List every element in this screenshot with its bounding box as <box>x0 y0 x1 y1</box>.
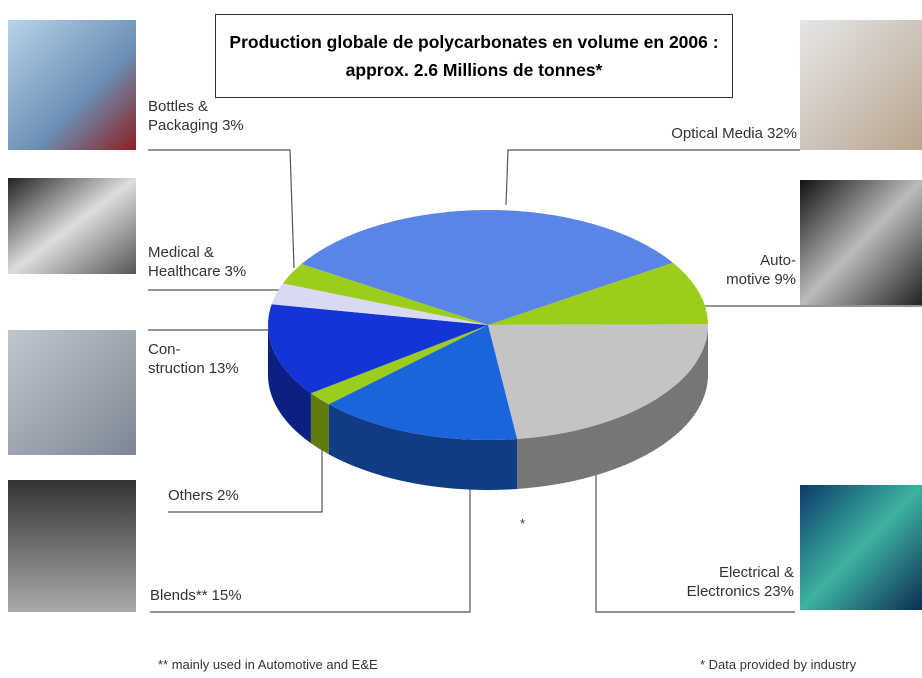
value-label: 3% <box>225 263 247 280</box>
photo <box>8 20 136 150</box>
value-label: 3% <box>222 117 244 134</box>
slice-label: Blends**15% <box>150 586 242 605</box>
pie <box>268 210 708 490</box>
category-label: Bottles & Packaging <box>148 98 218 134</box>
photo <box>800 485 922 610</box>
category-label: Medical & Healthcare <box>148 244 221 280</box>
annotation: * <box>520 516 525 531</box>
photo <box>8 330 136 455</box>
value-label: 2% <box>217 487 239 504</box>
photo <box>800 20 922 150</box>
chart-title: Production globale de polycarbonates en … <box>215 14 733 98</box>
page: Production globale de polycarbonates en … <box>0 0 922 678</box>
value-label: 32% <box>767 125 797 142</box>
category-label: Optical Media <box>671 125 763 142</box>
annotation: * Data provided by industry <box>700 657 856 672</box>
photo <box>8 480 136 612</box>
photo <box>8 178 136 274</box>
category-label: Others <box>168 487 213 504</box>
photo <box>800 180 922 305</box>
value-label: 9% <box>774 271 796 288</box>
leader-line <box>506 150 800 205</box>
category-label: Blends** <box>150 587 208 604</box>
value-label: 23% <box>764 583 794 600</box>
value-label: 13% <box>209 360 239 377</box>
value-label: 15% <box>212 587 242 604</box>
annotation: ** mainly used in Automotive and E&E <box>158 657 378 672</box>
category-label: Con- struction <box>148 341 205 377</box>
